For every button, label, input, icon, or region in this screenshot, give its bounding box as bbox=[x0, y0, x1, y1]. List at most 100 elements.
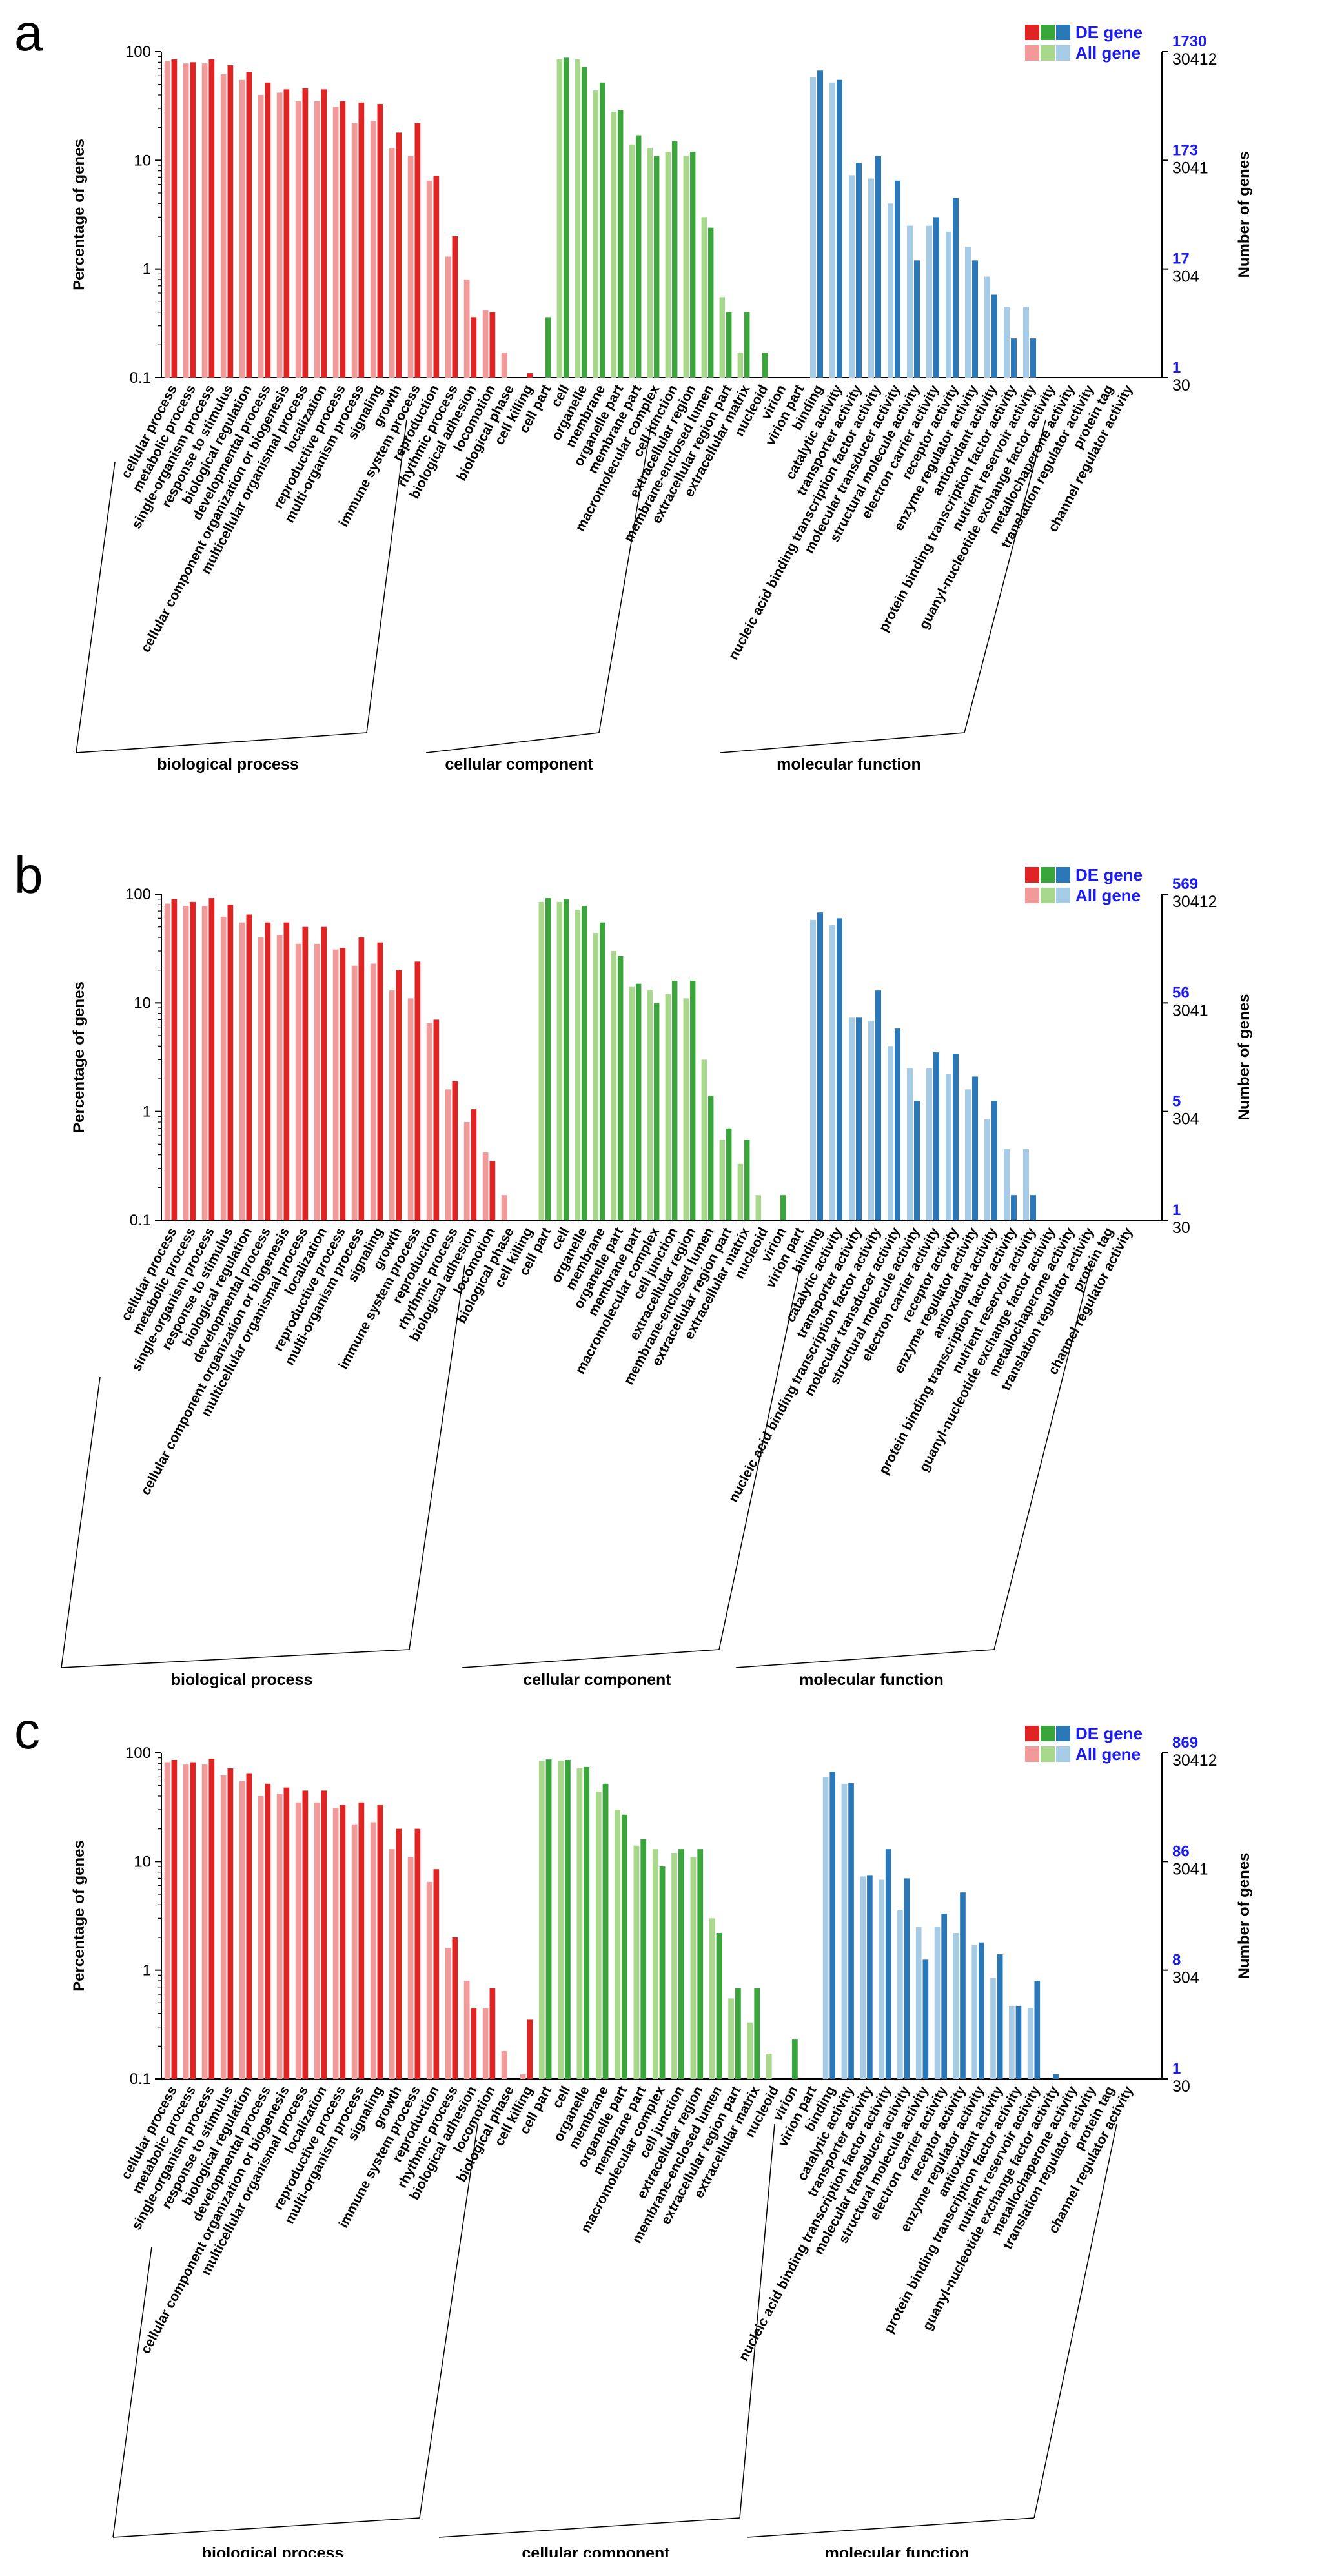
bar-all-bp bbox=[295, 943, 301, 1220]
bar-all-mf bbox=[897, 1910, 903, 2079]
bar-de-bp bbox=[208, 898, 215, 1220]
group-bracket-side bbox=[739, 2123, 775, 2519]
panel-a: a 1001730304121017330411173040.1130Percen… bbox=[14, 4, 1253, 773]
bar-all-bp bbox=[314, 101, 320, 378]
bar-all-mf bbox=[822, 1777, 829, 2079]
bar-de-mf bbox=[837, 79, 842, 378]
right-all-tick-label: 304 bbox=[1172, 1110, 1199, 1129]
right-de-tick-label: 1 bbox=[1172, 359, 1181, 376]
bar-all-cc bbox=[683, 998, 689, 1220]
bar-de-bp bbox=[452, 1937, 458, 2079]
bar-de-bp bbox=[471, 2008, 477, 2079]
bar-all-bp bbox=[201, 1764, 208, 2079]
bar-all-mf bbox=[907, 225, 913, 378]
right-de-tick-label: 86 bbox=[1172, 1843, 1190, 1860]
right-de-tick-label: 869 bbox=[1172, 1734, 1198, 1752]
bar-all-bp bbox=[239, 1781, 245, 2079]
bar-de-bp bbox=[414, 1828, 421, 2079]
bar-de-bp bbox=[452, 1081, 458, 1220]
bar-all-mf bbox=[860, 1876, 866, 2079]
bar-all-cc bbox=[665, 152, 671, 378]
bar-de-cc bbox=[545, 1759, 552, 2079]
bar-all-bp bbox=[276, 92, 283, 378]
bar-all-bp bbox=[351, 965, 358, 1220]
legend-de-swatch bbox=[1025, 867, 1039, 883]
left-tick-label: 100 bbox=[125, 886, 151, 903]
bar-all-mf bbox=[1004, 1149, 1010, 1220]
right-all-tick-label: 30 bbox=[1172, 2078, 1190, 2096]
bar-de-mf bbox=[960, 1892, 966, 2079]
bar-de-mf bbox=[837, 918, 842, 1220]
bar-all-bp bbox=[370, 963, 376, 1220]
legend-all-swatch bbox=[1056, 45, 1070, 61]
bar-de-bp bbox=[190, 1762, 196, 2079]
legend-all-swatch bbox=[1041, 45, 1055, 61]
bar-all-cc bbox=[709, 1918, 715, 2079]
bar-all-bp bbox=[332, 107, 339, 378]
bar-de-mf bbox=[875, 156, 881, 378]
bar-all-bp bbox=[463, 1980, 470, 2079]
group-bracket-base bbox=[735, 1649, 995, 1668]
group-label: cellular component bbox=[445, 755, 593, 773]
group-bracket-base bbox=[425, 732, 600, 753]
group-label: molecular function bbox=[777, 755, 921, 773]
legend-all-label: All gene bbox=[1075, 1744, 1141, 1764]
bar-de-bp bbox=[396, 970, 402, 1220]
bar-all-bp bbox=[332, 949, 339, 1220]
bar-de-bp bbox=[414, 961, 421, 1220]
bar-de-cc bbox=[640, 1839, 647, 2079]
bar-all-bp bbox=[164, 61, 170, 378]
bar-all-cc bbox=[556, 59, 562, 378]
bar-all-mf bbox=[868, 1021, 874, 1220]
bar-de-bp bbox=[358, 1802, 365, 2079]
legend-de-label: DE gene bbox=[1075, 1724, 1143, 1743]
bar-all-bp bbox=[258, 1795, 264, 2079]
bar-all-mf bbox=[888, 203, 893, 378]
bar-all-mf bbox=[965, 1089, 971, 1220]
bar-de-bp bbox=[208, 1759, 215, 2079]
bar-all-cc bbox=[538, 901, 544, 1220]
bar-de-cc bbox=[602, 1783, 609, 2079]
bar-de-cc bbox=[654, 156, 660, 378]
bar-de-bp bbox=[265, 82, 271, 378]
left-tick-label: 10 bbox=[134, 1853, 151, 1870]
group-bracket-side bbox=[409, 1265, 465, 1650]
bar-de-cc bbox=[716, 1933, 722, 2079]
right-de-tick-label: 56 bbox=[1172, 984, 1190, 1001]
bar-all-cc bbox=[615, 1810, 620, 2079]
bar-all-bp bbox=[482, 1152, 489, 1220]
bar-all-cc bbox=[719, 1140, 725, 1220]
bar-de-cc bbox=[708, 1096, 714, 1220]
bar-de-bp bbox=[302, 926, 309, 1220]
bar-de-bp bbox=[246, 1773, 252, 2079]
bar-de-mf bbox=[1030, 1195, 1036, 1220]
legend-all-swatch bbox=[1025, 1746, 1039, 1762]
panel-letter: c bbox=[14, 1702, 40, 1759]
group-label: molecular function bbox=[799, 1671, 944, 1689]
bar-de-mf bbox=[992, 294, 997, 378]
bar-de-bp bbox=[246, 72, 252, 378]
bar-all-mf bbox=[849, 1017, 855, 1220]
bar-de-bp bbox=[489, 1161, 496, 1220]
bar-de-cc bbox=[564, 57, 569, 378]
bar-all-bp bbox=[201, 906, 208, 1220]
bar-de-bp bbox=[489, 1988, 496, 2079]
legend-de-swatch bbox=[1056, 1726, 1070, 1741]
left-tick-label: 100 bbox=[125, 43, 151, 61]
bar-all-mf bbox=[879, 1879, 884, 2079]
bar-de-bp bbox=[377, 942, 383, 1220]
right-de-tick-label: 17 bbox=[1172, 250, 1190, 268]
bar-all-mf bbox=[810, 919, 816, 1220]
bar-all-bp bbox=[164, 1762, 170, 2079]
bar-de-bp bbox=[414, 123, 421, 378]
bar-all-cc bbox=[737, 1163, 743, 1220]
bar-all-mf bbox=[926, 225, 932, 378]
group-bracket-diag bbox=[112, 2246, 152, 2538]
bar-de-cc bbox=[762, 353, 768, 378]
bar-de-cc bbox=[659, 1866, 666, 2079]
bar-all-cc bbox=[690, 1857, 697, 2079]
group-bracket-diag bbox=[76, 462, 116, 753]
bar-all-mf bbox=[888, 1046, 893, 1220]
bar-de-cc bbox=[754, 1988, 760, 2079]
group-bracket-diag bbox=[61, 1376, 101, 1668]
